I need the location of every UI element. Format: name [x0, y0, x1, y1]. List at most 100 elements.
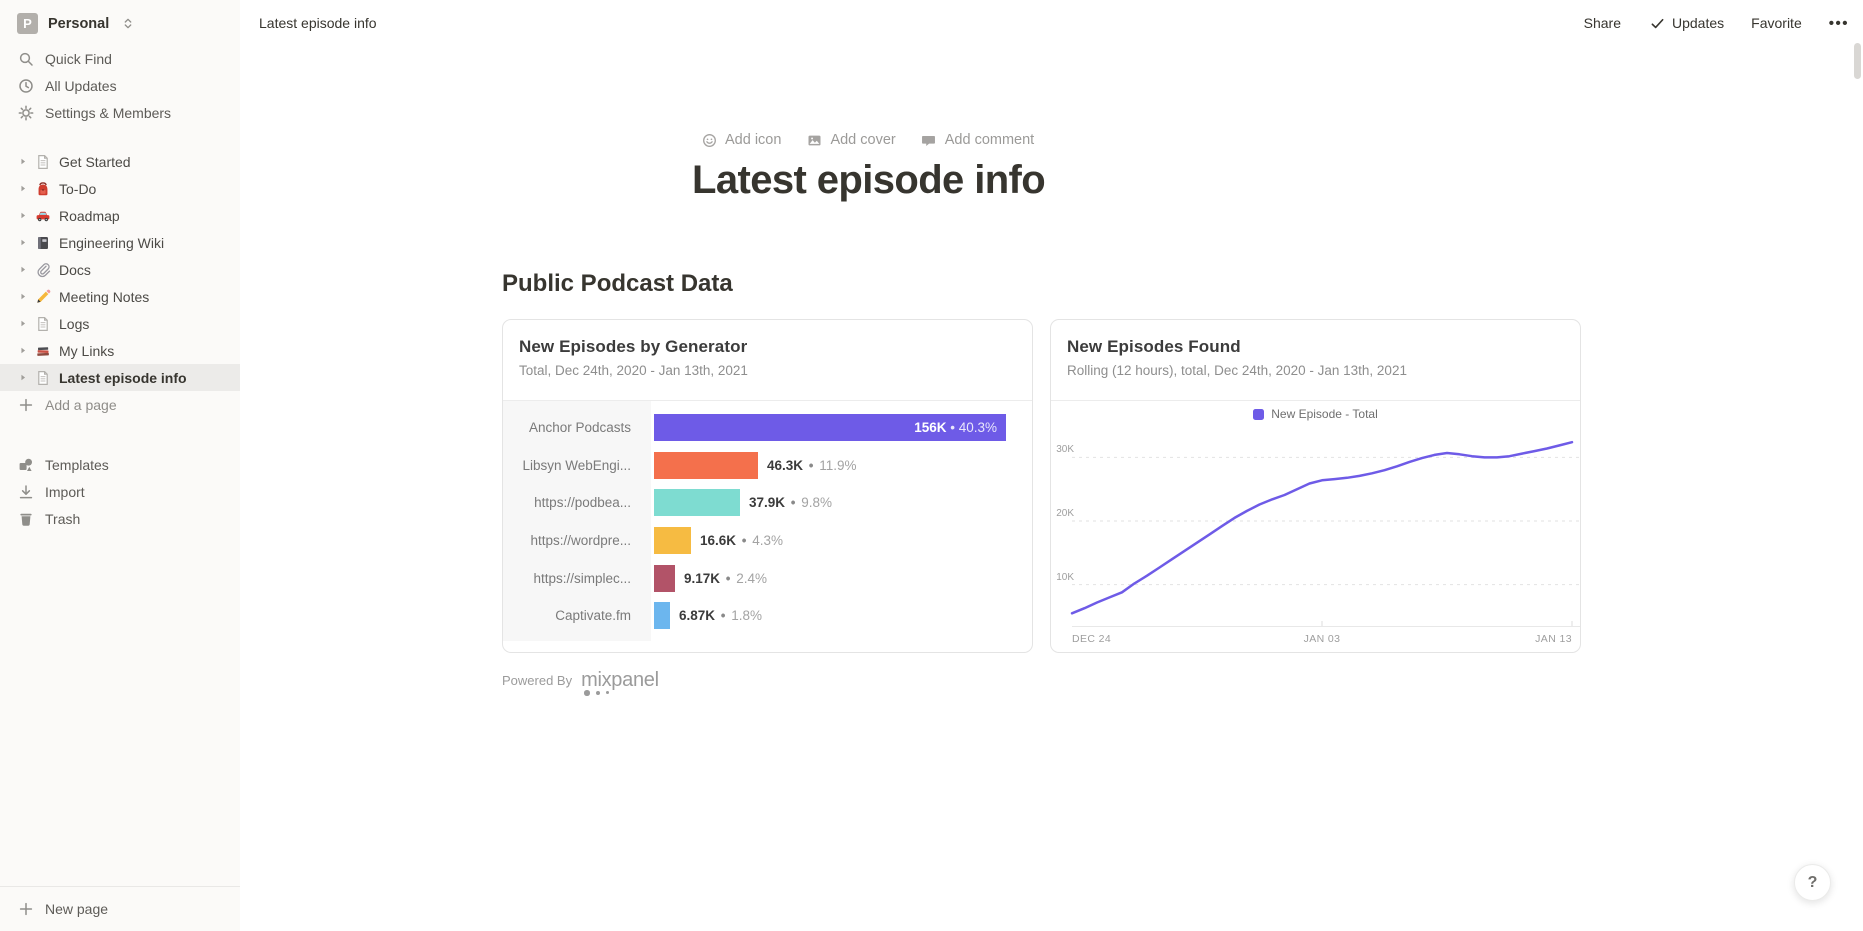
line-chart-card: New Episodes Found Rolling (12 hours), t… [1050, 319, 1581, 653]
bar-chart-title: New Episodes by Generator [519, 337, 1016, 357]
page-label: Docs [59, 262, 91, 278]
page-label: Engineering Wiki [59, 235, 164, 251]
sidebar-item-templates[interactable]: Templates [0, 451, 240, 478]
bar-value: 9.17K [684, 571, 720, 586]
sidebar-item-import[interactable]: Import [0, 478, 240, 505]
line-chart-title: New Episodes Found [1067, 337, 1564, 357]
sidebar-page-docs[interactable]: Docs [0, 256, 240, 283]
sidebar-page-my-links[interactable]: My Links [0, 337, 240, 364]
add-comment-label: Add comment [945, 132, 1034, 148]
page-title[interactable]: Latest episode info [692, 156, 1863, 204]
workspace-chevrons-icon [119, 15, 137, 33]
bar-percent: 9.8% [801, 495, 832, 510]
bar-row: Captivate.fm6.87K • 1.8% [503, 597, 1032, 635]
sidebar: P Personal Quick Find All Updates Settings… [0, 0, 240, 931]
smiley-icon [700, 131, 718, 149]
expand-toggle-icon[interactable] [16, 237, 30, 248]
page-label: Roadmap [59, 208, 120, 224]
mixpanel-attribution-link[interactable]: Powered By mixpanel [502, 669, 1863, 692]
sidebar-page-get-started[interactable]: Get Started [0, 148, 240, 175]
sidebar-item-trash[interactable]: Trash [0, 505, 240, 532]
add-a-page-button-add-a-page[interactable]: Add a page [0, 391, 240, 418]
bar-row: Anchor Podcasts156K • 40.3% [503, 409, 1032, 447]
section-heading[interactable]: Public Podcast Data [502, 269, 1863, 299]
bar-chart-header: New Episodes by Generator Total, Dec 24t… [503, 320, 1032, 401]
bar-track: 16.6K • 4.3% [654, 527, 1032, 554]
workspace-switcher[interactable]: P Personal [0, 10, 240, 37]
more-options-button[interactable]: ••• [1829, 15, 1849, 32]
x-axis-tick-label: JAN 13 [1535, 633, 1572, 645]
sidebar-item-settings-members[interactable]: Settings & Members [0, 99, 240, 126]
page-icon [34, 315, 52, 333]
item-label: All Updates [45, 78, 117, 94]
item-label: Add a page [45, 397, 117, 413]
books-icon [34, 342, 52, 360]
x-axis-tick-label: DEC 24 [1072, 633, 1111, 645]
line-chart-plot: 10K20K30KDEC 24JAN 03JAN 13 [1072, 418, 1572, 626]
expand-toggle-icon[interactable] [16, 372, 30, 383]
add-icon-button[interactable]: Add icon [700, 131, 781, 149]
sidebar-item-all-updates[interactable]: All Updates [0, 72, 240, 99]
sidebar-page-meeting-notes[interactable]: Meeting Notes [0, 283, 240, 310]
paperclip-icon [34, 261, 52, 279]
page-label: My Links [59, 343, 114, 359]
sidebar-item-quick-find[interactable]: Quick Find [0, 45, 240, 72]
check-icon [1648, 14, 1666, 32]
mixpanel-logo: mixpanel [581, 669, 659, 692]
bar-track: 6.87K • 1.8% [654, 602, 1032, 629]
bar [654, 527, 691, 554]
car-icon [34, 207, 52, 225]
bar-category-label: Anchor Podcasts [503, 420, 651, 435]
favorite-button[interactable]: Favorite [1751, 15, 1802, 31]
bar-percent: 4.3% [752, 533, 783, 548]
main-area: Latest episode info Share Updates Favori… [240, 0, 1863, 931]
bar-percent: 1.8% [731, 608, 762, 623]
expand-toggle-icon[interactable] [16, 156, 30, 167]
bar-chart-rows: Anchor Podcasts156K • 40.3% Libsyn WebEng… [503, 409, 1032, 635]
expand-toggle-icon[interactable] [16, 291, 30, 302]
sidebar-footer-items: Templates Import Trash [0, 451, 240, 532]
bar-category-label: Libsyn WebEngi... [503, 458, 651, 473]
expand-toggle-icon[interactable] [16, 183, 30, 194]
help-button[interactable]: ? [1794, 864, 1831, 901]
sidebar-page-logs[interactable]: Logs [0, 310, 240, 337]
bar-row: https://podbea...37.9K • 9.8% [503, 484, 1032, 522]
expand-toggle-icon[interactable] [16, 264, 30, 275]
share-button[interactable]: Share [1584, 15, 1621, 31]
sidebar-page-latest-episode-info[interactable]: Latest episode info [0, 364, 240, 391]
add-comment-button[interactable]: Add comment [920, 131, 1034, 149]
expand-toggle-icon[interactable] [16, 318, 30, 329]
y-axis-tick-label: 30K [1050, 444, 1074, 455]
topbar: Latest episode info Share Updates Favori… [240, 0, 1863, 46]
y-axis-tick-label: 10K [1050, 572, 1074, 583]
bar-chart-card: New Episodes by Generator Total, Dec 24t… [502, 319, 1033, 653]
workspace-name: Personal [48, 16, 109, 32]
add-cover-button[interactable]: Add cover [805, 131, 895, 149]
new-page-button[interactable]: New page [0, 886, 240, 931]
breadcrumb[interactable]: Latest episode info [259, 15, 377, 31]
sidebar-page-roadmap[interactable]: Roadmap [0, 202, 240, 229]
search-icon [17, 50, 35, 68]
line-series [1072, 442, 1572, 613]
add-cover-label: Add cover [830, 132, 895, 148]
sidebar-page-engineering-wiki[interactable]: Engineering Wiki [0, 229, 240, 256]
bar-chart-subtitle: Total, Dec 24th, 2020 - Jan 13th, 2021 [519, 363, 1016, 378]
line-chart-body: New Episode - Total 10K20K30KDEC 24JAN 0… [1051, 401, 1580, 653]
bar-track: 9.17K • 2.4% [654, 565, 1032, 592]
page-icon [34, 153, 52, 171]
app-window: P Personal Quick Find All Updates Settings… [0, 0, 1863, 931]
expand-toggle-icon[interactable] [16, 345, 30, 356]
item-label: Import [45, 484, 85, 500]
image-icon [805, 131, 823, 149]
topbar-actions: Share Updates Favorite ••• [1584, 14, 1849, 32]
mixpanel-logo-dots [584, 690, 609, 696]
expand-toggle-icon[interactable] [16, 210, 30, 221]
updates-button[interactable]: Updates [1648, 14, 1724, 32]
sidebar-page-to-do[interactable]: To-Do [0, 175, 240, 202]
bar-chart-body: Anchor Podcasts156K • 40.3% Libsyn WebEng… [503, 401, 1032, 653]
page-icon [34, 369, 52, 387]
import-icon [17, 483, 35, 501]
page-decoration-actions: Add icon Add cover Add comment [700, 131, 1863, 149]
bar [654, 565, 675, 592]
bar-value: 37.9K [749, 495, 785, 510]
